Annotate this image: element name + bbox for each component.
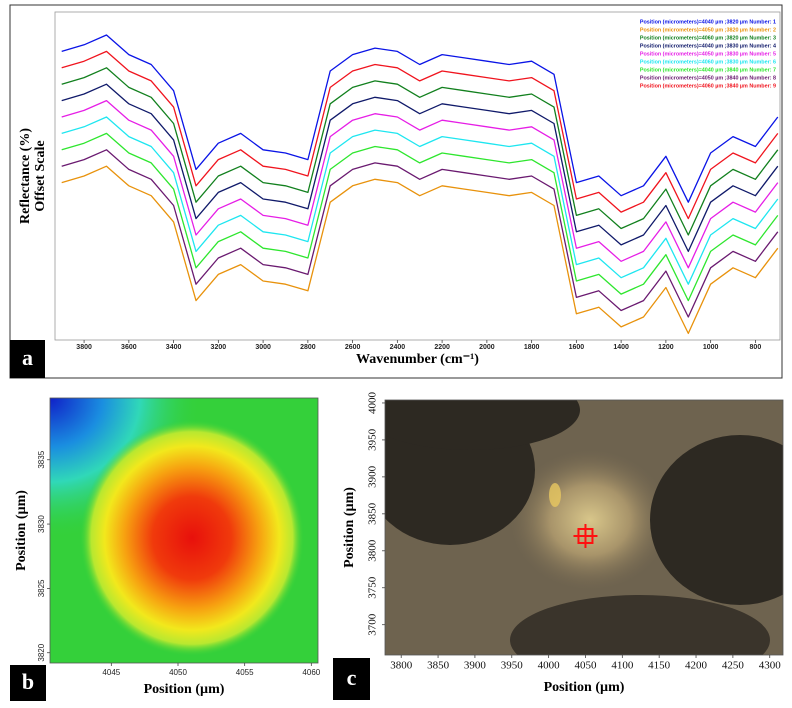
y-axis-label: Reflectance (%) bbox=[18, 128, 33, 224]
x-tick-label: 1400 bbox=[613, 344, 629, 351]
x-tick-label: 3800 bbox=[390, 660, 413, 672]
x-tick-label: 1200 bbox=[658, 344, 674, 351]
x-tick-label: 4250 bbox=[722, 660, 745, 672]
y-axis-label: Offset Scale bbox=[33, 140, 48, 211]
legend-entry: Position (micrometers)=4060 µm ;3840 µm … bbox=[640, 83, 776, 89]
legend-entry: Position (micrometers)=4050 µm ;3820 µm … bbox=[640, 27, 776, 33]
spectrum-line bbox=[61, 50, 779, 220]
panel-label: c bbox=[347, 665, 357, 690]
y-tick-label: 3700 bbox=[367, 613, 379, 636]
panel-frame bbox=[9, 4, 783, 379]
image-glow bbox=[510, 450, 670, 590]
y-tick-label: 3825 bbox=[37, 579, 46, 597]
x-tick-label: 2800 bbox=[300, 344, 316, 351]
panel-label-box bbox=[10, 665, 46, 701]
y-tick-label: 3800 bbox=[367, 539, 379, 562]
y-tick-label: 3830 bbox=[37, 515, 46, 533]
x-tick-label: 4150 bbox=[648, 660, 671, 672]
x-tick-label: 2400 bbox=[390, 344, 406, 351]
x-tick-label: 2200 bbox=[434, 344, 450, 351]
panel-label: a bbox=[22, 345, 33, 370]
x-tick-label: 4060 bbox=[302, 668, 320, 677]
legend-entry: Position (micrometers)=4040 µm ;3820 µm … bbox=[640, 19, 776, 25]
x-tick-label: 3900 bbox=[464, 660, 487, 672]
x-tick-label: 3400 bbox=[166, 344, 182, 351]
x-tick-label: 3850 bbox=[427, 660, 450, 672]
y-tick-label: 4000 bbox=[367, 391, 379, 414]
plot-frame bbox=[49, 397, 319, 664]
legend-entry: Position (micrometers)=4040 µm ;3840 µm … bbox=[640, 67, 776, 73]
legend-entry: Position (micrometers)=4060 µm ;3820 µm … bbox=[640, 35, 776, 41]
micrograph bbox=[385, 400, 783, 655]
x-tick-label: 4300 bbox=[759, 660, 782, 672]
legend-entry: Position (micrometers)=4040 µm ;3830 µm … bbox=[640, 43, 776, 49]
spectrum-line bbox=[61, 99, 779, 269]
image-dark bbox=[650, 435, 783, 605]
panel-label: b bbox=[22, 669, 34, 694]
y-tick-label: 3750 bbox=[367, 576, 379, 599]
panel-label-box bbox=[333, 658, 370, 700]
y-tick-label: 3835 bbox=[37, 450, 46, 468]
spectrum-line bbox=[61, 132, 779, 302]
y-axis-label: Position (µm) bbox=[342, 487, 357, 568]
x-axis-label: Position (µm) bbox=[144, 682, 225, 697]
x-tick-label: 4000 bbox=[538, 660, 561, 672]
spectrum-line bbox=[61, 149, 779, 318]
spectrum-line bbox=[61, 67, 779, 236]
x-axis-label: Position (µm) bbox=[544, 680, 625, 695]
legend-entry: Position (micrometers)=4050 µm ;3840 µm … bbox=[640, 75, 776, 81]
y-tick-label: 3820 bbox=[37, 643, 46, 661]
x-tick-label: 3600 bbox=[121, 344, 137, 351]
y-tick-label: 3900 bbox=[367, 465, 379, 488]
heatmap bbox=[50, 398, 318, 663]
x-tick-label: 1000 bbox=[703, 344, 719, 351]
x-tick-label: 3800 bbox=[76, 344, 92, 351]
panel-label-box bbox=[10, 340, 45, 378]
x-tick-label: 1800 bbox=[524, 344, 540, 351]
x-tick-label: 1600 bbox=[569, 344, 585, 351]
x-tick-label: 4045 bbox=[102, 668, 120, 677]
legend-entry: Position (micrometers)=4050 µm ;3830 µm … bbox=[640, 51, 776, 57]
spectrum-line bbox=[61, 116, 779, 285]
image-dark bbox=[385, 400, 580, 450]
x-tick-label: 2600 bbox=[345, 344, 361, 351]
spectrum-line bbox=[61, 165, 779, 335]
position-marker bbox=[573, 524, 598, 548]
plot-frame bbox=[384, 399, 784, 656]
legend-entry: Position (micrometers)=4060 µm ;3830 µm … bbox=[640, 59, 776, 65]
image-dark bbox=[510, 595, 770, 655]
x-tick-label: 4200 bbox=[685, 660, 708, 672]
spectrum-line bbox=[61, 83, 779, 253]
x-tick-label: 3000 bbox=[255, 344, 271, 351]
plot-frame bbox=[54, 11, 781, 341]
y-axis-label: Position (µm) bbox=[14, 490, 29, 571]
x-tick-label: 4050 bbox=[574, 660, 597, 672]
x-tick-label: 4055 bbox=[236, 668, 254, 677]
x-tick-label: 800 bbox=[750, 344, 762, 351]
y-tick-label: 3950 bbox=[367, 428, 379, 451]
x-tick-label: 3950 bbox=[501, 660, 524, 672]
spectrum-line bbox=[61, 34, 779, 203]
x-axis-label: Wavenumber (cm⁻¹) bbox=[356, 352, 479, 367]
y-tick-label: 3850 bbox=[367, 502, 379, 525]
image-highlight bbox=[549, 483, 561, 507]
x-tick-label: 2000 bbox=[479, 344, 495, 351]
x-tick-label: 3200 bbox=[211, 344, 227, 351]
x-tick-label: 4050 bbox=[169, 668, 187, 677]
heatmap-hot bbox=[80, 420, 304, 656]
x-tick-label: 4100 bbox=[611, 660, 634, 672]
